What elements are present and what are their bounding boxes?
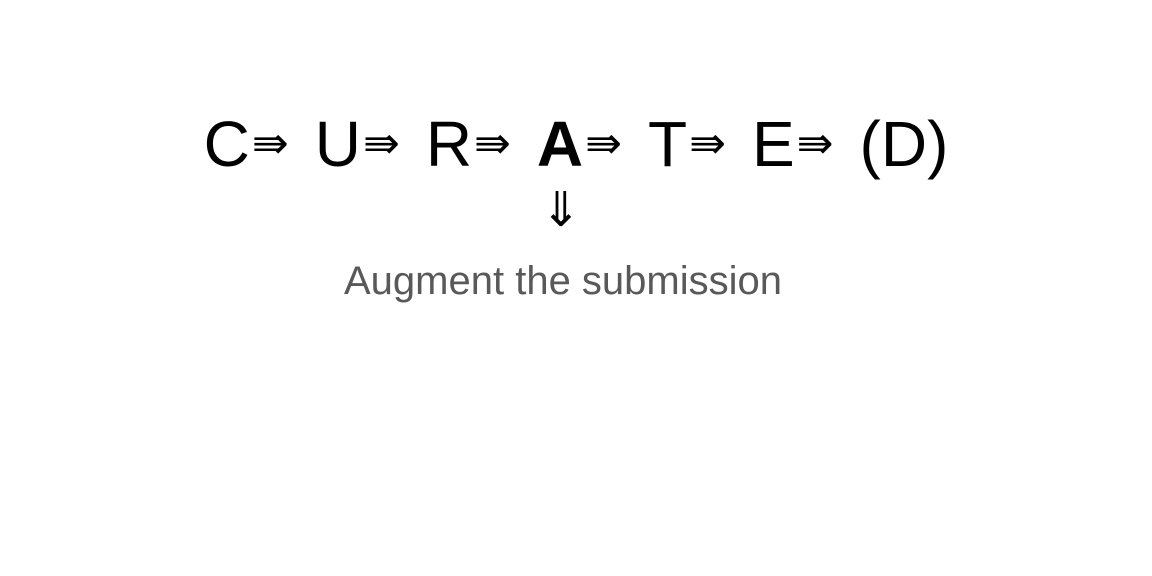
step-letter-u: U (314, 108, 361, 180)
triple-arrow-right-icon: ⇛ (474, 118, 511, 169)
double-arrow-down-icon: ⇓ (540, 182, 582, 238)
step-letter-c: C (203, 108, 250, 180)
triple-arrow-right-icon: ⇛ (362, 118, 400, 169)
step-letter-t: T (648, 108, 688, 180)
triple-arrow-right-icon: ⇛ (585, 118, 622, 169)
triple-arrow-right-icon: ⇛ (796, 118, 834, 169)
step-letter-a-active: A (536, 108, 584, 180)
step-letter-d: (D) (859, 108, 949, 180)
triple-arrow-right-icon: ⇛ (251, 118, 289, 169)
step-letter-r: R (425, 108, 473, 180)
curated-sequence: C⇛ U⇛ R⇛ A⇛ T⇛ E⇛ (D) (0, 104, 1152, 184)
step-caption: Augment the submission (344, 259, 783, 303)
triple-arrow-right-icon: ⇛ (689, 118, 726, 169)
step-letter-e: E (751, 108, 795, 180)
